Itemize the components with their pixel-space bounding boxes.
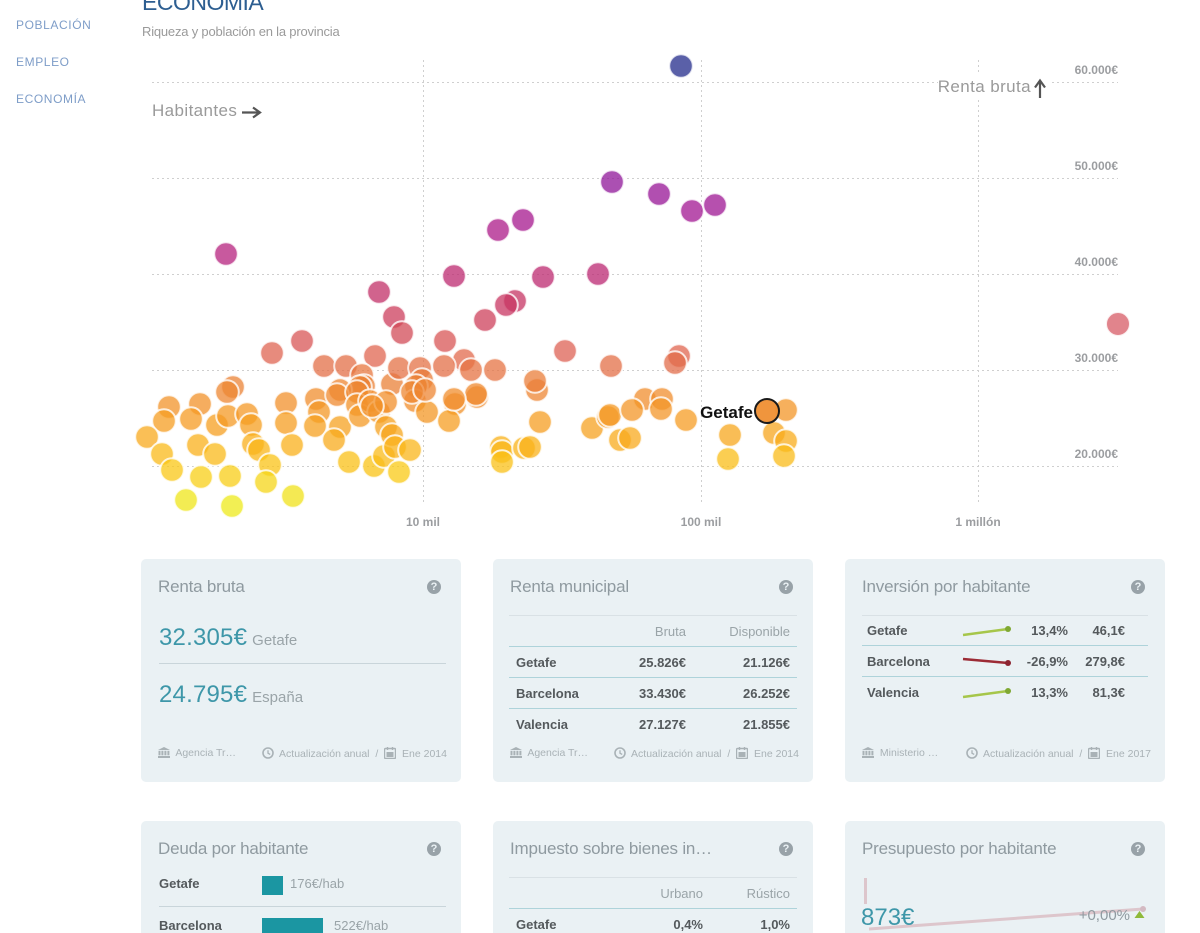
svg-text:Getafe: Getafe: [700, 403, 753, 422]
svg-text:1 millón: 1 millón: [955, 515, 1000, 529]
svg-text:60.000€: 60.000€: [1075, 63, 1119, 77]
svg-text:873€: 873€: [861, 904, 915, 931]
svg-text:100 mil: 100 mil: [681, 515, 722, 529]
svg-text:10 mil: 10 mil: [406, 515, 440, 529]
svg-text:50.000€: 50.000€: [1075, 159, 1119, 173]
svg-text:20.000€: 20.000€: [1075, 447, 1119, 461]
svg-text:+0,00%: +0,00%: [1079, 907, 1130, 924]
svg-text:40.000€: 40.000€: [1075, 255, 1119, 269]
svg-text:Renta bruta: Renta bruta: [938, 77, 1031, 96]
svg-text:30.000€: 30.000€: [1075, 351, 1119, 365]
svg-text:Habitantes: Habitantes: [152, 101, 237, 120]
